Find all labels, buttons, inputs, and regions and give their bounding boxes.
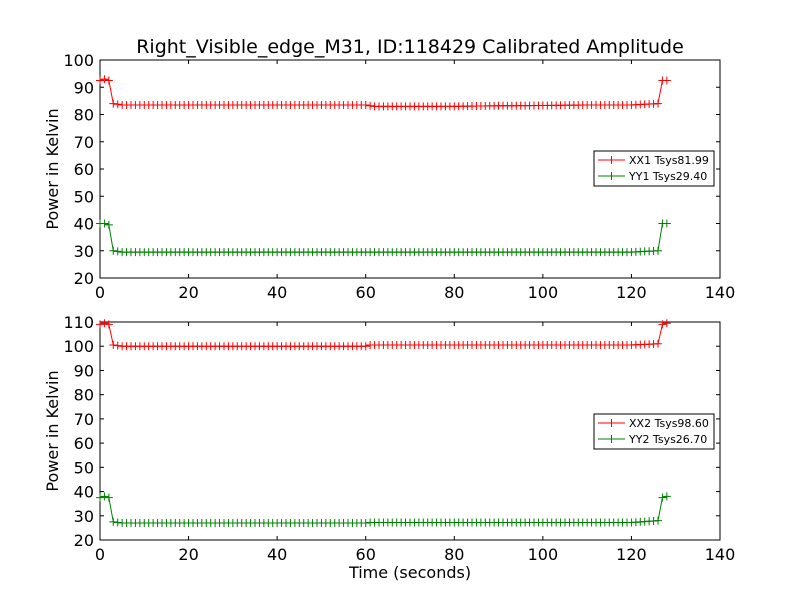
series-1 <box>96 319 671 351</box>
data-point-marker <box>654 516 662 525</box>
series-1 <box>96 75 671 111</box>
data-point-marker <box>104 320 113 329</box>
data-point-marker <box>96 320 104 329</box>
x-tick-label: 20 <box>178 545 198 564</box>
x-tick-label: 20 <box>178 283 198 302</box>
x-tick-label: 100 <box>528 545 559 564</box>
data-point-marker <box>100 75 109 84</box>
y-tick-label: 70 <box>74 133 94 152</box>
y-axis-label: Power in Kelvin <box>43 108 62 229</box>
y-tick-label: 20 <box>74 531 94 550</box>
x-tick-label: 40 <box>267 283 287 302</box>
y-tick-label: 90 <box>74 78 94 97</box>
x-tick-label: 80 <box>444 545 464 564</box>
data-point-marker <box>109 99 118 108</box>
data-point-marker <box>96 76 104 85</box>
y-tick-label: 50 <box>74 458 94 477</box>
panel-2: 0 20 40 60 80 100 120 1402030405060708090100110… <box>43 313 735 582</box>
data-point-marker <box>361 100 370 109</box>
y-tick-label: 90 <box>74 361 94 380</box>
series-2 <box>96 219 671 257</box>
data-point-marker <box>654 99 662 108</box>
y-tick-label: 110 <box>63 313 94 332</box>
data-point-marker <box>654 246 662 255</box>
y-tick-label: 70 <box>74 410 94 429</box>
legend-marker <box>607 435 616 443</box>
y-tick-label: 50 <box>74 187 94 206</box>
legend-label: XX1 Tsys81.99 <box>629 154 709 167</box>
data-point-marker <box>366 101 375 110</box>
data-point-marker <box>109 341 118 350</box>
data-point-marker <box>658 320 667 329</box>
y-tick-label: 30 <box>74 242 94 261</box>
data-point-marker <box>662 76 671 85</box>
legend-label: XX2 Tsys98.60 <box>629 417 709 430</box>
x-tick-label: 60 <box>356 283 376 302</box>
y-tick-label: 100 <box>63 337 94 356</box>
y-tick-label: 20 <box>74 269 94 288</box>
data-point-marker <box>361 342 370 351</box>
y-tick-label: 30 <box>74 507 94 526</box>
x-tick-label: 80 <box>444 283 464 302</box>
y-tick-label: 80 <box>74 106 94 125</box>
x-tick-label: 0 <box>95 545 105 564</box>
y-tick-label: 60 <box>74 434 94 453</box>
x-tick-label: 120 <box>616 545 647 564</box>
legend: XX2 Tsys98.60 YY2 Tsys26.70 <box>593 413 715 450</box>
legend-marker <box>607 419 616 427</box>
chart-panels: 0 20 40 60 80 100 120 1402030405060708090100Pow… <box>43 51 735 582</box>
data-point-marker <box>96 493 104 502</box>
data-point-marker <box>100 319 109 328</box>
panel-1: 0 20 40 60 80 100 120 1402030405060708090100Pow… <box>43 51 735 302</box>
legend-label: YY2 Tsys26.70 <box>628 433 707 446</box>
series-2 <box>96 492 671 528</box>
x-tick-label: 60 <box>356 545 376 564</box>
data-point-marker <box>658 493 667 502</box>
y-tick-label: 40 <box>74 215 94 234</box>
legend: XX1 Tsys81.99 YY1 Tsys29.40 <box>593 150 715 187</box>
x-tick-label: 140 <box>705 283 736 302</box>
x-tick-label: 0 <box>95 283 105 302</box>
data-point-marker <box>100 219 109 228</box>
data-point-marker <box>654 339 662 348</box>
data-point-marker <box>104 493 113 502</box>
plot-frame <box>99 321 721 541</box>
y-tick-label: 60 <box>74 160 94 179</box>
x-tick-label: 40 <box>267 545 287 564</box>
y-axis-label: Power in Kelvin <box>43 370 62 491</box>
data-point-marker <box>100 492 109 501</box>
y-tick-label: 40 <box>74 483 94 502</box>
data-point-marker <box>109 517 118 526</box>
data-point-marker <box>104 220 113 229</box>
data-point-marker <box>113 341 122 350</box>
x-tick-label: 100 <box>528 283 559 302</box>
x-tick-label: 140 <box>705 545 736 564</box>
y-tick-label: 100 <box>63 51 94 70</box>
legend-label: YY1 Tsys29.40 <box>628 170 707 183</box>
data-point-marker <box>113 518 122 527</box>
x-axis-label: Time (seconds) <box>348 563 471 582</box>
data-point-marker <box>109 246 118 255</box>
legend-box <box>593 413 715 450</box>
legend-marker <box>607 156 616 164</box>
data-point-marker <box>662 492 671 501</box>
y-tick-label: 80 <box>74 386 94 405</box>
legend-marker <box>607 172 616 180</box>
data-point-marker <box>113 247 122 256</box>
legend-box <box>593 150 715 187</box>
chart-title: Right_Visible_edge_M31, ID:118429 Calibr… <box>136 36 684 58</box>
data-point-marker <box>104 76 113 85</box>
x-tick-label: 120 <box>616 283 647 302</box>
data-point-marker <box>113 100 122 109</box>
data-point-marker <box>662 319 671 328</box>
data-point-marker <box>662 219 671 228</box>
